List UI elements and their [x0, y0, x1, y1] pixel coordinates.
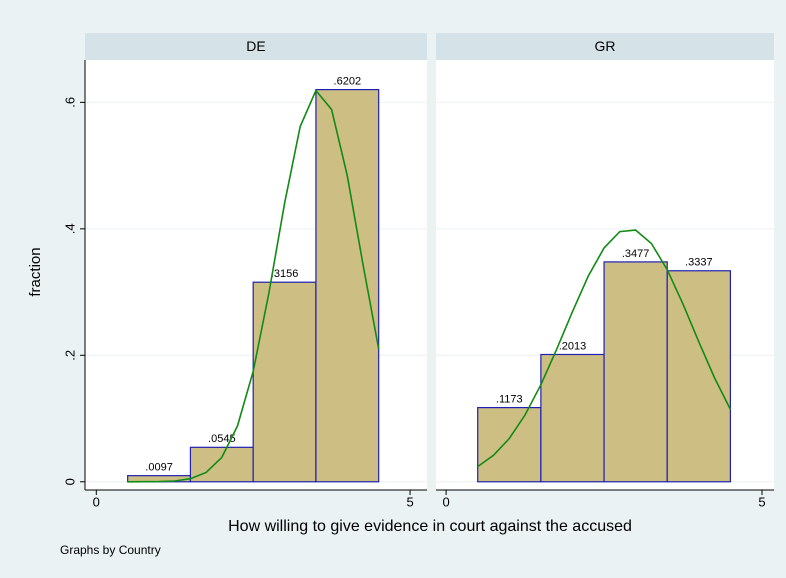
- note: Graphs by Country: [60, 543, 161, 557]
- panel-header: [436, 33, 774, 60]
- density-curve: [477, 229, 732, 468]
- x-tick-label: 0: [442, 494, 449, 509]
- panel-title: DE: [246, 38, 265, 54]
- bar: [477, 407, 542, 483]
- bar: [315, 88, 380, 483]
- x-tick-label: 5: [758, 494, 765, 509]
- data-label: .1173: [496, 394, 523, 406]
- density-curve: [127, 88, 380, 483]
- data-label: .3337: [685, 257, 713, 269]
- y-tick-label: .2: [62, 350, 77, 361]
- panel-header: [85, 33, 427, 60]
- data-label: .3156: [271, 268, 299, 280]
- data-label: .3477: [622, 248, 650, 260]
- data-label: .2013: [559, 340, 587, 352]
- bar: [603, 261, 668, 483]
- data-label: .6202: [334, 76, 362, 88]
- y-tick-label: .4: [62, 223, 77, 234]
- y-tick-label: 0: [62, 478, 77, 485]
- y-tick-label: .6: [62, 97, 77, 108]
- y-axis-label: fraction: [27, 247, 44, 296]
- panel-title: GR: [595, 38, 616, 54]
- x-axis-label: How willing to give evidence in court ag…: [228, 518, 632, 535]
- bar: [666, 270, 732, 483]
- x-tick-label: 5: [406, 494, 413, 509]
- bar: [189, 446, 254, 483]
- bar: [252, 281, 317, 483]
- data-label: .0097: [145, 462, 173, 474]
- bar: [540, 353, 605, 483]
- x-tick-label: 0: [93, 494, 100, 509]
